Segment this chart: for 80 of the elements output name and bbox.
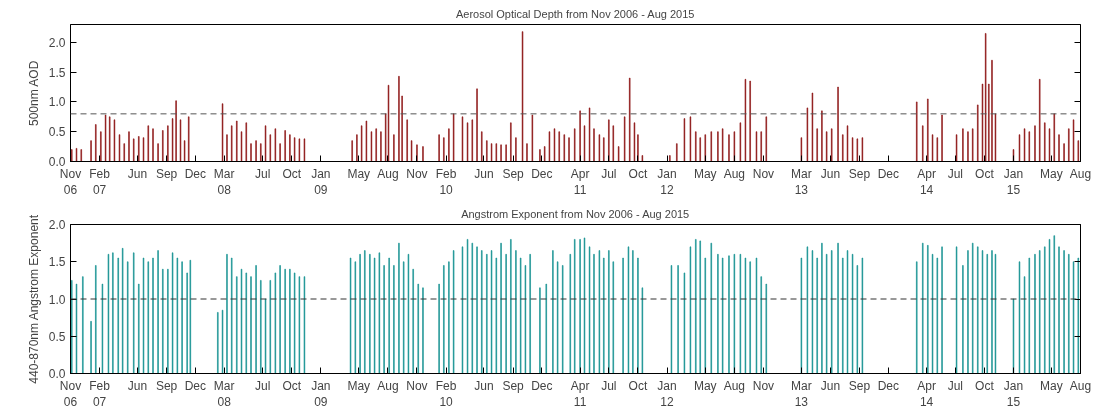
x-tick-label: Feb 10: [435, 378, 457, 410]
x-tick-label: Dec: [531, 166, 553, 181]
x-tick-label: Jun: [474, 378, 494, 393]
y-tick-label: 2.0: [48, 218, 66, 232]
x-tick-label: Jun: [127, 378, 148, 393]
x-tick-label: Jul: [601, 166, 617, 181]
x-tick-label: Jun: [474, 166, 494, 181]
x-tick-label: Jul: [255, 378, 271, 393]
x-tick-label: Sep: [155, 166, 178, 181]
x-tick-label: Oct: [975, 166, 995, 181]
y-tick-label: 0.5: [48, 329, 66, 344]
chart-title: Aerosol Optical Depth from Nov 2006 - Aug 2015: [455, 7, 695, 20]
chart-title: Angstrom Exponent from Nov 2006 - Aug 2015: [461, 207, 690, 220]
x-tick-label: Sep: [848, 378, 871, 393]
x-tick-label: May: [693, 378, 717, 393]
x-tick-label: Nov: [406, 166, 428, 181]
x-tick-label: Jun: [127, 166, 148, 181]
y-axis-title: 500nm AOD: [26, 60, 41, 127]
x-tick-label: Jan 15: [1003, 166, 1024, 198]
x-tick-label: Aug: [377, 378, 399, 393]
x-tick-label: Apr 14: [917, 166, 936, 198]
x-tick-label: Sep: [502, 378, 525, 393]
x-tick-label: Dec: [184, 378, 207, 393]
y-tick-label: 1.5: [48, 65, 66, 80]
x-tick-label: Mar 08: [213, 166, 235, 198]
x-tick-label: Nov 06: [59, 378, 82, 410]
x-tick-label: Apr 11: [570, 166, 590, 198]
x-tick-label: Jan 09: [311, 166, 331, 198]
x-tick-label: Nov 06: [59, 166, 82, 198]
x-tick-label: Aug: [1069, 166, 1092, 181]
x-tick-label: May: [347, 166, 371, 181]
x-tick-label: Apr 11: [570, 378, 590, 410]
x-tick-label: May: [1040, 166, 1063, 181]
x-tick-label: Sep: [502, 166, 525, 181]
x-tick-label: Dec: [531, 378, 553, 393]
x-tick-label: Oct: [628, 378, 648, 393]
x-tick-label: Oct: [975, 378, 995, 393]
x-tick-label: Apr 14: [917, 378, 936, 410]
x-tick-label: Dec: [184, 166, 207, 181]
x-tick-label: Oct: [282, 378, 302, 393]
x-tick-label: Jan 12: [657, 378, 677, 410]
x-tick-label: Jul: [601, 378, 617, 393]
x-tick-label: Feb 07: [89, 166, 111, 198]
x-tick-label: Jun: [820, 166, 841, 181]
x-tick-label: Dec: [877, 378, 899, 393]
y-tick-label: 1.0: [48, 292, 66, 307]
x-tick-label: May: [1040, 378, 1063, 393]
x-tick-label: Sep: [155, 378, 178, 393]
x-tick-label: Aug: [1069, 378, 1092, 393]
x-tick-label: Aug: [377, 166, 399, 181]
x-tick-label: Jul: [255, 166, 271, 181]
y-tick-label: 0.0: [48, 367, 66, 381]
x-tick-label: Jul: [947, 378, 963, 393]
y-tick-label: 0.5: [48, 125, 66, 140]
x-tick-label: Nov: [752, 166, 775, 181]
x-tick-label: Jul: [947, 166, 963, 181]
y-tick-label: 2.0: [48, 35, 66, 50]
x-tick-label: Oct: [282, 166, 302, 181]
y-axis-title: 440-870nm Angstrom Exponent: [26, 214, 41, 384]
x-tick-label: Jun: [820, 378, 841, 393]
y-tick-label: 1.5: [48, 255, 66, 270]
x-tick-label: May: [347, 378, 371, 393]
x-tick-label: Dec: [877, 166, 899, 181]
x-tick-label: Jan 09: [311, 378, 331, 410]
x-tick-label: Feb 10: [435, 166, 457, 198]
y-tick-label: 1.0: [48, 95, 66, 110]
x-tick-label: Aug: [723, 378, 746, 393]
x-tick-label: Aug: [723, 166, 746, 181]
x-tick-label: Nov: [752, 378, 775, 393]
x-tick-label: Oct: [628, 166, 648, 181]
x-tick-label: Feb 07: [89, 378, 111, 410]
y-tick-label: 0.0: [48, 155, 66, 169]
x-tick-label: Mar 13: [791, 378, 812, 410]
x-tick-label: Nov: [406, 378, 428, 393]
x-tick-label: May: [693, 166, 717, 181]
x-tick-label: Mar 13: [791, 166, 812, 198]
x-tick-label: Jan 15: [1003, 378, 1024, 410]
x-tick-label: Jan 12: [657, 166, 677, 198]
x-tick-label: Sep: [848, 166, 871, 181]
x-tick-label: Mar 08: [213, 378, 235, 410]
